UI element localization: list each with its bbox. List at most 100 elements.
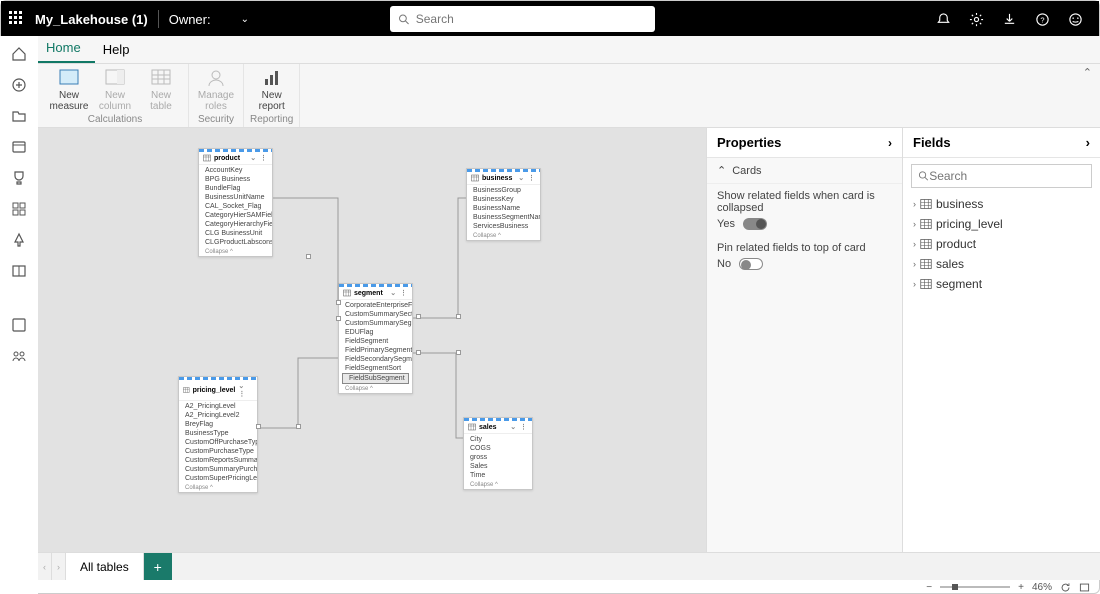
tab-help[interactable]: Help <box>95 38 144 63</box>
learn-icon[interactable] <box>11 263 27 279</box>
zoom-out[interactable]: − <box>926 582 932 593</box>
collapse-icon[interactable]: › <box>1086 135 1090 150</box>
table-segment[interactable]: ›segment <box>903 274 1100 294</box>
tab-home[interactable]: Home <box>38 36 95 63</box>
field[interactable]: Sales <box>464 462 532 471</box>
field[interactable]: BusinessKey <box>467 195 540 204</box>
field[interactable]: CustomReportsSummaryPurcha <box>179 456 257 465</box>
fields-search-input[interactable] <box>929 169 1085 183</box>
app-launcher-icon[interactable] <box>9 11 25 27</box>
field[interactable]: CLG BusinessUnit <box>199 229 272 238</box>
relationship-endpoint[interactable] <box>306 254 311 259</box>
fit-icon[interactable] <box>1079 582 1090 593</box>
trophy-icon[interactable] <box>11 170 27 186</box>
field[interactable]: ServicesBusiness <box>467 222 540 231</box>
field[interactable]: CustomOffPurchaseType <box>179 438 257 447</box>
collapse-card[interactable]: Collapse ^ <box>199 248 272 256</box>
relationship-endpoint[interactable] <box>456 350 461 355</box>
field[interactable]: FieldPrimarySegment <box>339 346 412 355</box>
table-pricing_level[interactable]: ›pricing_level <box>903 214 1100 234</box>
field[interactable]: BusinessName <box>467 204 540 213</box>
owner-dropdown[interactable]: ⌄ <box>241 14 249 25</box>
collapse-icon[interactable]: › <box>888 136 892 150</box>
more-icon[interactable]: ⌄ ⋮ <box>238 382 253 398</box>
new-report-button[interactable]: New report <box>251 66 293 112</box>
relationship-endpoint[interactable] <box>416 314 421 319</box>
people-icon[interactable] <box>11 348 27 364</box>
table-card-sales[interactable]: sales⌄ ⋮CityCOGSgrossSalesTimeCollapse ^ <box>463 417 533 490</box>
field[interactable]: City <box>464 435 532 444</box>
zoom-in[interactable]: + <box>1018 582 1024 593</box>
apps-icon[interactable] <box>11 201 27 217</box>
collapse-card[interactable]: Collapse ^ <box>339 385 412 393</box>
download-icon[interactable] <box>1002 12 1017 27</box>
field[interactable]: gross <box>464 453 532 462</box>
field[interactable]: CategoryHierSAMField <box>199 211 272 220</box>
field[interactable]: EDUFlag <box>339 328 412 337</box>
field[interactable]: COGS <box>464 444 532 453</box>
tab-next[interactable]: › <box>52 553 66 580</box>
onelake-icon[interactable] <box>11 139 27 155</box>
field-selected[interactable]: FieldSubSegment <box>342 373 409 384</box>
table-business[interactable]: ›business <box>903 194 1100 214</box>
browse-icon[interactable] <box>11 108 27 124</box>
field[interactable]: A2_PricingLevel <box>179 402 257 411</box>
notifications-icon[interactable] <box>936 12 951 27</box>
workspace-icon[interactable] <box>11 317 27 333</box>
relationship-endpoint[interactable] <box>456 314 461 319</box>
fields-search[interactable] <box>911 164 1092 188</box>
relationship-endpoint[interactable] <box>256 424 261 429</box>
properties-header[interactable]: Properties › <box>707 128 902 158</box>
tab-prev[interactable]: ‹ <box>38 553 52 580</box>
relationship-endpoint[interactable] <box>336 316 341 321</box>
field[interactable]: Time <box>464 471 532 480</box>
fields-header[interactable]: Fields › <box>903 128 1100 158</box>
tab-all-tables[interactable]: All tables <box>66 553 144 580</box>
relationship-endpoint[interactable] <box>416 350 421 355</box>
more-icon[interactable]: ⌄ ⋮ <box>518 174 536 182</box>
field[interactable]: BusinessType <box>179 429 257 438</box>
pin-related-toggle[interactable] <box>739 258 763 270</box>
global-search[interactable] <box>390 6 655 32</box>
deploy-icon[interactable] <box>11 232 27 248</box>
field[interactable]: BPG Business <box>199 175 272 184</box>
field[interactable]: CategoryHierarchyField <box>199 220 272 229</box>
help-icon[interactable]: ? <box>1035 12 1050 27</box>
more-icon[interactable]: ⌄ ⋮ <box>250 154 268 162</box>
table-product[interactable]: ›product <box>903 234 1100 254</box>
collapse-card[interactable]: Collapse ^ <box>464 481 532 489</box>
create-icon[interactable] <box>11 77 27 93</box>
collapse-ribbon-icon[interactable]: ⌃ <box>1081 64 1094 81</box>
field[interactable]: CustomPurchaseType <box>179 447 257 456</box>
field[interactable]: CustomSummarySegment <box>339 319 412 328</box>
field[interactable]: BusinessSegmentName <box>467 213 540 222</box>
field[interactable]: CAL_Socket_Flag <box>199 202 272 211</box>
more-icon[interactable]: ⌄ ⋮ <box>390 289 408 297</box>
field[interactable]: FieldSegmentSort <box>339 364 412 373</box>
add-layout-button[interactable]: + <box>144 553 172 580</box>
field[interactable]: FieldSecondarySegment <box>339 355 412 364</box>
settings-icon[interactable] <box>969 12 984 27</box>
field[interactable]: AccountKey <box>199 166 272 175</box>
collapse-card[interactable]: Collapse ^ <box>179 484 257 492</box>
feedback-icon[interactable] <box>1068 12 1083 27</box>
home-icon[interactable] <box>11 46 27 62</box>
new-measure-button[interactable]: New measure <box>48 66 90 112</box>
field[interactable]: A2_PricingLevel2 <box>179 411 257 420</box>
field[interactable]: CustomSummaryPurchaseType <box>179 465 257 474</box>
refresh-icon[interactable] <box>1060 582 1071 593</box>
global-search-input[interactable] <box>416 12 647 26</box>
relationship-endpoint[interactable] <box>296 424 301 429</box>
show-related-toggle[interactable] <box>743 218 767 230</box>
field[interactable]: BusinessUnitName <box>199 193 272 202</box>
table-card-business[interactable]: business⌄ ⋮BusinessGroupBusinessKeyBusin… <box>466 168 541 241</box>
table-sales[interactable]: ›sales <box>903 254 1100 274</box>
field[interactable]: BusinessGroup <box>467 186 540 195</box>
relationship-endpoint[interactable] <box>336 300 341 305</box>
table-card-pricing_level[interactable]: pricing_level⌄ ⋮A2_PricingLevelA2_Pricin… <box>178 376 258 493</box>
field[interactable]: FieldSegment <box>339 337 412 346</box>
collapse-card[interactable]: Collapse ^ <box>467 232 540 240</box>
field[interactable]: BundleFlag <box>199 184 272 193</box>
cards-section-header[interactable]: ⌃ Cards <box>707 158 902 184</box>
more-icon[interactable]: ⌄ ⋮ <box>510 423 528 431</box>
